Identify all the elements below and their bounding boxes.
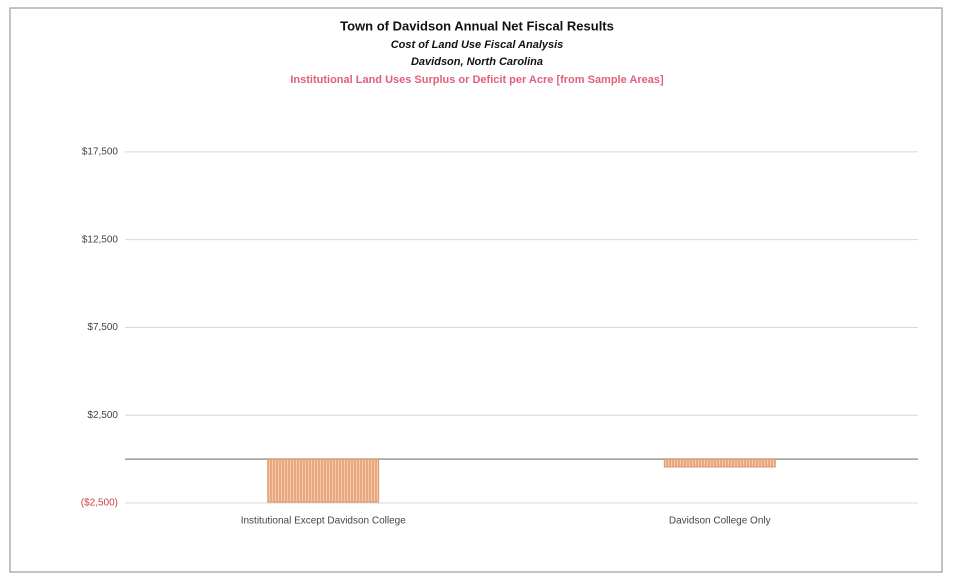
y-tick-label: $2,500	[87, 410, 118, 421]
y-tick-label: $12,500	[82, 234, 119, 245]
y-tick-label: $17,500	[82, 147, 119, 158]
x-tick-label: Institutional Except Davidson College	[241, 516, 407, 527]
bar	[663, 458, 776, 468]
y-tick-label: $7,500	[87, 322, 118, 333]
chart-title: Town of Davidson Annual Net Fiscal Resul…	[340, 18, 614, 33]
chart-subtitle: Institutional Land Uses Surplus or Defic…	[290, 74, 664, 86]
bar	[267, 458, 380, 503]
chart-frame	[9, 7, 943, 573]
chart-subtitle: Cost of Land Use Fiscal Analysis	[391, 39, 564, 51]
chart-subtitle: Davidson, North Carolina	[411, 56, 543, 68]
y-tick-label: ($2,500)	[81, 498, 118, 509]
x-tick-label: Davidson College Only	[669, 516, 771, 527]
